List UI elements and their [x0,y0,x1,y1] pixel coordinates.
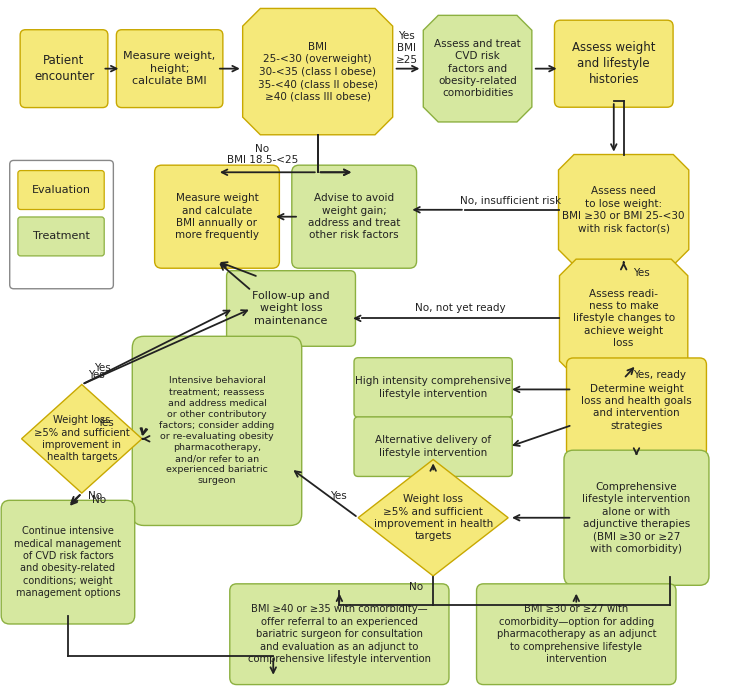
Text: BMI ≥30 or ≥27 with
comorbidity—option for adding
pharmacotherapy as an adjunct
: BMI ≥30 or ≥27 with comorbidity—option f… [497,604,656,664]
Text: Follow-up and
weight loss
maintenance: Follow-up and weight loss maintenance [252,291,330,326]
Text: Yes
BMI
≥25: Yes BMI ≥25 [395,31,417,64]
FancyBboxPatch shape [154,165,279,268]
FancyBboxPatch shape [18,217,104,256]
FancyBboxPatch shape [18,171,104,210]
Text: Alternative delivery of
lifestyle intervention: Alternative delivery of lifestyle interv… [375,435,491,458]
Text: Patient
encounter: Patient encounter [34,54,94,83]
Polygon shape [358,459,508,576]
Text: BMI ≥40 or ≥35 with comorbidity—
offer referral to an experienced
bariatric surg: BMI ≥40 or ≥35 with comorbidity— offer r… [248,604,431,664]
Text: Assess and treat
CVD risk
factors and
obesity-related
comorbidities: Assess and treat CVD risk factors and ob… [434,39,521,98]
Text: Yes: Yes [331,491,347,501]
FancyBboxPatch shape [132,336,302,525]
FancyBboxPatch shape [564,450,709,585]
Text: No: No [409,582,423,592]
Text: No
BMI 18.5-<25: No BMI 18.5-<25 [226,144,298,165]
Text: No: No [87,491,102,501]
Text: Yes, ready: Yes, ready [634,370,686,380]
Text: Assess need
to lose weight:
BMI ≥30 or BMI 25-<30
with risk factor(s): Assess need to lose weight: BMI ≥30 or B… [562,186,685,233]
FancyBboxPatch shape [292,165,417,268]
Polygon shape [21,385,142,493]
Text: No, insufficient risk: No, insufficient risk [459,196,561,206]
Text: Advise to avoid
weight gain;
address and treat
other risk factors: Advise to avoid weight gain; address and… [308,193,401,240]
FancyBboxPatch shape [226,271,356,346]
Text: No, not yet ready: No, not yet ready [415,304,506,313]
FancyBboxPatch shape [567,358,706,457]
Text: Assess readi-
ness to make
lifestyle changes to
achieve weight
loss: Assess readi- ness to make lifestyle cha… [573,289,675,348]
Text: High intensity comprehensive
lifestyle intervention: High intensity comprehensive lifestyle i… [355,376,511,399]
Text: Treatment: Treatment [32,231,90,242]
Text: Measure weight
and calculate
BMI annually or
more frequently: Measure weight and calculate BMI annuall… [175,193,259,240]
Polygon shape [559,259,688,378]
FancyBboxPatch shape [20,30,108,107]
FancyBboxPatch shape [116,30,223,107]
Text: Weight loss
≥5% and sufficient
improvement in
health targets: Weight loss ≥5% and sufficient improveme… [34,415,129,462]
Text: Yes: Yes [634,268,650,278]
Polygon shape [243,8,392,135]
Text: Evaluation: Evaluation [32,185,90,195]
FancyBboxPatch shape [1,500,135,624]
Text: Yes: Yes [87,370,104,380]
Text: Weight loss
≥5% and sufficient
improvement in health
targets: Weight loss ≥5% and sufficient improveme… [373,494,492,541]
FancyBboxPatch shape [354,358,512,417]
Polygon shape [423,15,532,122]
Text: BMI
25-<30 (overweight)
30-<35 (class I obese)
35-<40 (class II obese)
≥40 (clas: BMI 25-<30 (overweight) 30-<35 (class I … [258,42,378,102]
Text: Measure weight,
height;
calculate BMI: Measure weight, height; calculate BMI [123,51,216,86]
Text: Continue intensive
medical management
of CVD risk factors
and obesity-related
co: Continue intensive medical management of… [15,526,121,598]
FancyBboxPatch shape [354,417,512,477]
Text: No: No [92,495,106,505]
Text: Assess weight
and lifestyle
histories: Assess weight and lifestyle histories [572,42,656,86]
Text: Intensive behavioral
treatment; reassess
and address medical
or other contributo: Intensive behavioral treatment; reassess… [159,376,275,485]
FancyBboxPatch shape [554,20,673,107]
FancyBboxPatch shape [476,584,676,684]
Text: Yes: Yes [97,418,114,428]
Text: Yes: Yes [93,363,110,373]
Text: Determine weight
loss and health goals
and intervention
strategies: Determine weight loss and health goals a… [581,383,692,431]
Polygon shape [559,154,689,265]
Text: Comprehensive
lifestyle intervention
alone or with
adjunctive therapies
(BMI ≥30: Comprehensive lifestyle intervention alo… [582,482,691,554]
FancyBboxPatch shape [230,584,449,684]
